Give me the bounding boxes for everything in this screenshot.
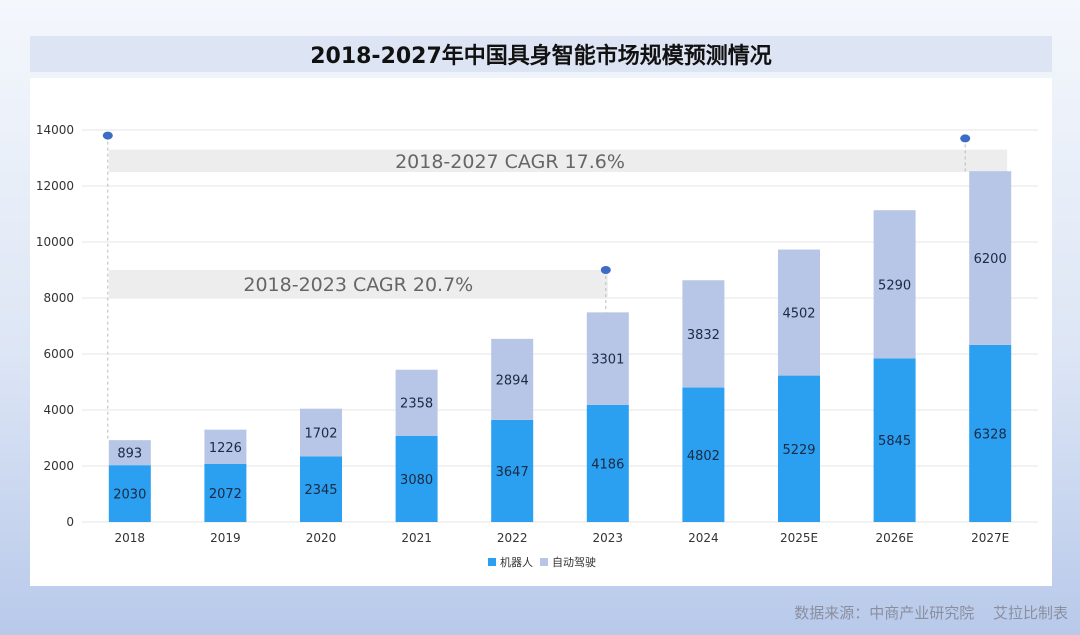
y-tick-label: 8000 — [43, 291, 74, 305]
data-label-robot: 3647 — [496, 465, 529, 480]
source-label: 数据来源：中商产业研究院 — [794, 604, 975, 622]
chart-title: 2018-2027年中国具身智能市场规模预测情况 — [310, 44, 772, 69]
y-tick-label: 10000 — [36, 235, 74, 249]
source-note: 数据来源：中商产业研究院 艾拉比制表 — [794, 602, 1068, 623]
y-tick-label: 4000 — [43, 403, 74, 417]
bar-auto — [682, 280, 725, 388]
legend-label-robot: 机器人 — [500, 555, 533, 569]
bar-robot — [873, 358, 916, 522]
bar-robot — [395, 435, 438, 522]
bar-auto — [778, 249, 820, 376]
data-label-robot: 2072 — [209, 487, 242, 502]
bar-auto — [969, 171, 1012, 345]
bar-auto — [491, 338, 534, 420]
bar-auto — [586, 312, 629, 405]
bar-auto — [204, 429, 247, 464]
data-label-robot: 6328 — [974, 427, 1007, 442]
cagr-marker — [102, 131, 113, 140]
bar-robot — [586, 404, 629, 522]
data-label-auto: 3832 — [687, 328, 720, 343]
x-tick-label: 2024 — [688, 531, 719, 545]
data-label-robot: 5229 — [782, 443, 815, 458]
data-label-robot: 5845 — [878, 434, 911, 449]
cagr-long-label: 2018-2027 CAGR 17.6% — [395, 151, 625, 173]
y-tick-label: 2000 — [43, 459, 74, 473]
cagr-band-short — [108, 270, 608, 298]
bar-robot — [778, 375, 820, 522]
legend-swatch-auto — [540, 558, 548, 566]
bar-robot — [969, 344, 1012, 522]
x-tick-label: 2021 — [401, 531, 432, 545]
bar-robot — [204, 463, 247, 522]
x-tick-label: 2027E — [971, 531, 1009, 545]
data-label-robot: 2345 — [304, 483, 337, 498]
bar-robot — [491, 419, 534, 522]
x-tick-label: 2023 — [593, 531, 624, 545]
data-label-auto: 2358 — [400, 397, 433, 412]
title-bar: 2018-2027年中国具身智能市场规模预测情况 — [30, 36, 1052, 72]
chart-card: 0 2000 4000 6000 8000 10000 12000 14000 2018-202… — [30, 78, 1052, 586]
data-label-auto: 893 — [117, 447, 142, 462]
x-tick-label: 2026E — [876, 531, 914, 545]
y-tick-label: 6000 — [43, 347, 74, 361]
data-label-auto: 5290 — [878, 278, 911, 293]
bar-auto — [300, 408, 342, 457]
data-label-robot: 4186 — [591, 457, 624, 472]
x-tick-label: 2022 — [497, 531, 528, 545]
bar-robot — [300, 456, 342, 522]
x-tick-label: 2025E — [780, 531, 818, 545]
x-tick-label: 2018 — [115, 531, 146, 545]
cagr-marker — [960, 134, 971, 143]
data-label-robot: 4802 — [687, 449, 720, 464]
data-label-auto: 4502 — [782, 307, 815, 322]
x-tick-label: 2019 — [210, 531, 241, 545]
legend-swatch-robot — [488, 558, 496, 566]
data-label-robot: 2030 — [113, 488, 146, 503]
y-tick-label: 0 — [66, 515, 74, 529]
source-maker: 艾拉比制表 — [992, 604, 1068, 622]
data-label-auto: 6200 — [974, 252, 1007, 267]
x-tick-label: 2020 — [306, 531, 337, 545]
bar-auto — [873, 210, 916, 359]
data-label-auto: 3301 — [591, 353, 624, 368]
data-label-robot: 3080 — [400, 473, 433, 488]
cagr-band-long — [108, 149, 1008, 172]
data-label-auto: 2894 — [496, 373, 529, 388]
bar-robot — [108, 465, 151, 522]
chart-svg: 0 2000 4000 6000 8000 10000 12000 14000 2018-202… — [36, 123, 1038, 569]
bar-auto — [395, 369, 438, 436]
cagr-marker — [600, 266, 611, 274]
bar-auto — [108, 440, 151, 466]
bar-robot — [682, 387, 725, 522]
data-label-auto: 1226 — [209, 441, 242, 456]
y-tick-label: 14000 — [36, 123, 74, 137]
y-tick-label: 12000 — [36, 179, 74, 193]
cagr-short-label: 2018-2023 CAGR 20.7% — [243, 274, 473, 296]
data-label-auto: 1702 — [304, 427, 337, 442]
legend-label-auto: 自动驾驶 — [552, 555, 596, 569]
